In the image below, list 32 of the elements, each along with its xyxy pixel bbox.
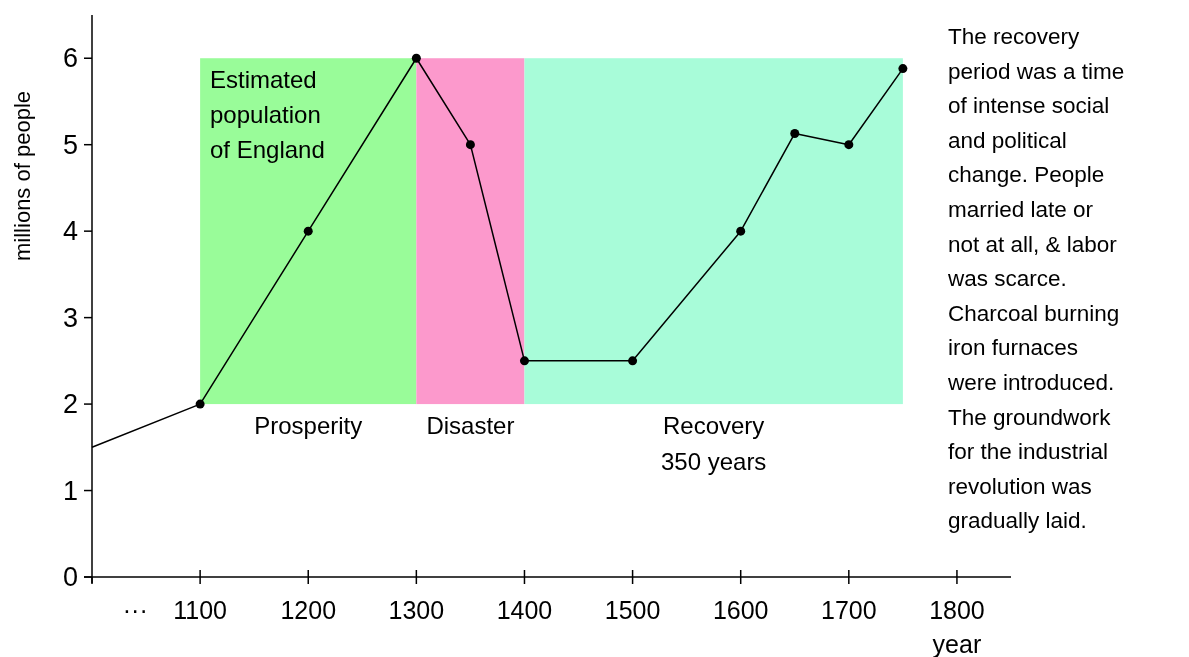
y-tick-label: 0 (62, 562, 78, 592)
point (303, 226, 313, 236)
point (628, 356, 638, 366)
text: Estimated population of England (210, 66, 325, 164)
x-tick-label: 1600 (712, 596, 769, 624)
x-tick-label: 1400 (496, 596, 553, 624)
band-label: Recovery 350 years (660, 412, 767, 476)
text: The recovery period was a time of intense social and political change. People married late or not at all, & labor was scarce. Charcoal burning iron furnaces were introduced. The groundwork for the industrial revolution was gradually laid. (948, 24, 1125, 534)
x-tick-label: 1100 (173, 596, 227, 624)
point (411, 53, 421, 63)
band-label: Prosperity (254, 412, 363, 440)
point (736, 226, 746, 236)
point (465, 140, 475, 150)
y-tick-label: 6 (62, 43, 78, 74)
x-tick-label: 1700 (821, 596, 877, 624)
x-tick-label: 1300 (388, 596, 445, 624)
x-tick-label: 1800 (929, 596, 985, 624)
point (844, 140, 854, 150)
point (790, 128, 800, 138)
y-tick-label: 4 (62, 216, 78, 247)
point (519, 356, 529, 366)
x-tick-label: 1500 (604, 596, 661, 624)
y-tick-label: 2 (62, 389, 78, 420)
x-tick-label: ··· (122, 596, 148, 624)
y-tick-label: 3 (62, 302, 78, 333)
band-label: Disaster (426, 412, 515, 440)
y-axis-title: millions of people (10, 91, 35, 261)
point (195, 399, 205, 409)
y-tick-label: 5 (62, 129, 78, 160)
y-tick-label: 1 (62, 475, 78, 506)
point (898, 64, 908, 74)
x-tick-label: 1200 (280, 596, 337, 624)
